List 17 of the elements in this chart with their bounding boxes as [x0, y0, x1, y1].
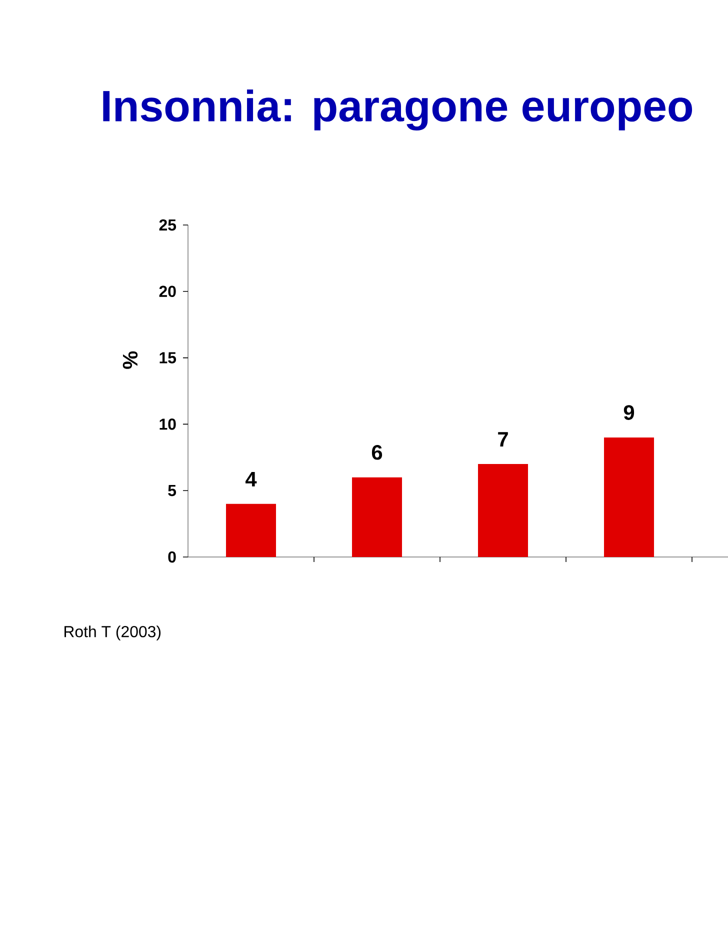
bar — [604, 437, 654, 557]
y-tick-label: 20 — [159, 286, 176, 298]
data-label: 6 — [372, 444, 382, 460]
y-tick-label: 25 — [159, 219, 176, 231]
y-tick-label: 10 — [160, 418, 176, 430]
bar — [352, 477, 402, 557]
bar — [226, 504, 276, 557]
y-axis-title: % — [122, 351, 138, 369]
data-label: 9 — [624, 405, 634, 420]
chart-title: Insonnia: paragone europeo — [103, 89, 692, 131]
bar — [478, 464, 528, 557]
y-tick-label: 15 — [160, 352, 176, 364]
y-tick-label: 5 — [168, 485, 176, 496]
data-label: 7 — [498, 432, 508, 447]
data-label: 4 — [245, 472, 257, 486]
text: Roth T (2003) — [64, 626, 161, 640]
y-tick-label: 0 — [168, 551, 176, 563]
